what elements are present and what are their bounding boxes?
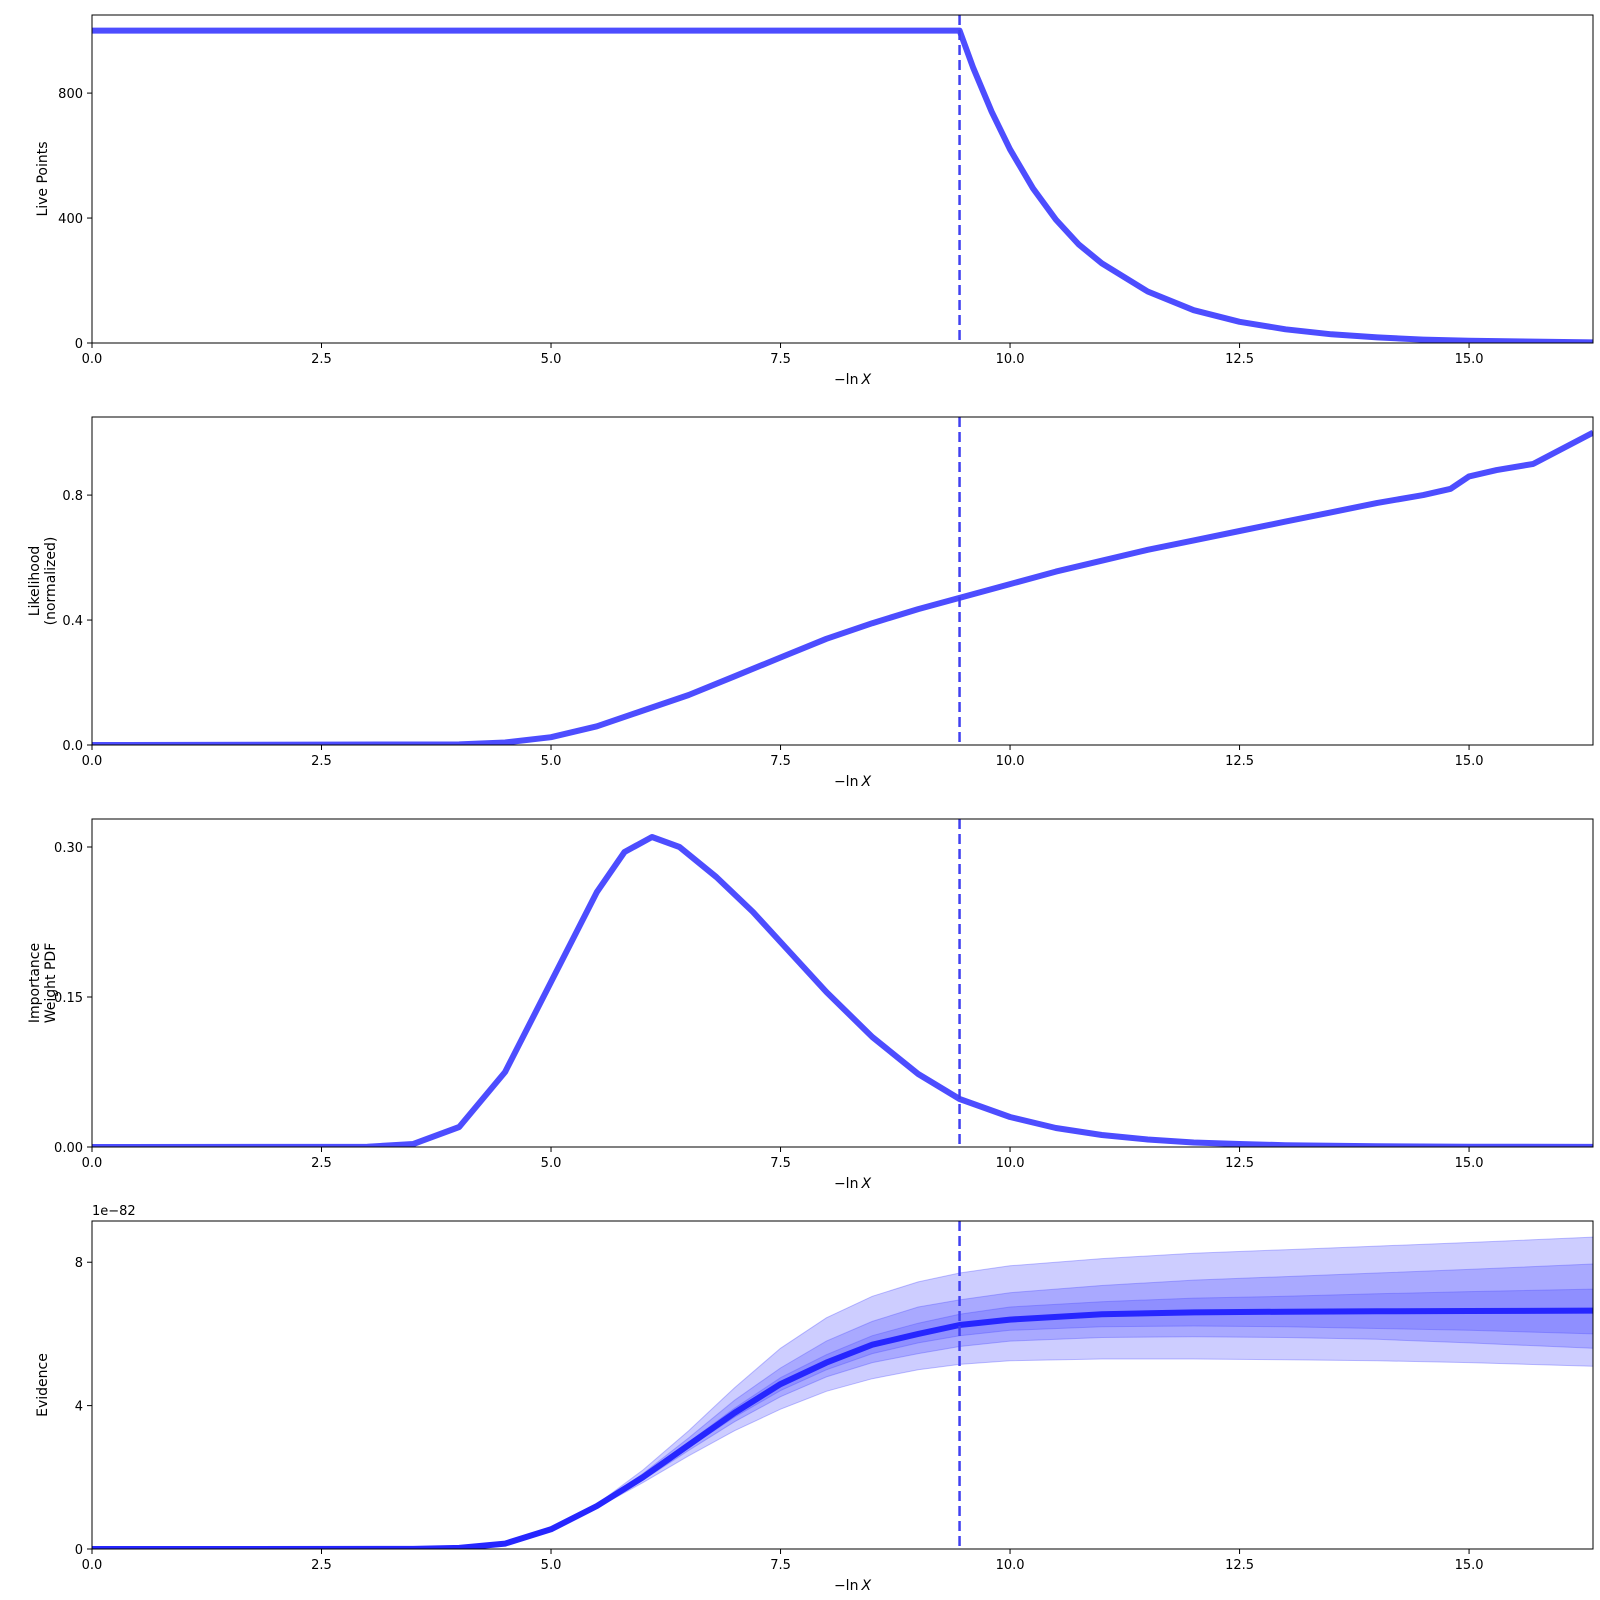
x-axis-label-prefix: −ln — [834, 1176, 859, 1192]
x-axis-label: −ln X — [834, 1578, 872, 1594]
y-axis-offset-text: 1e−82 — [92, 1204, 136, 1219]
x-tick-label: 12.5 — [1225, 754, 1254, 769]
subplot-1: 0.0 2.5 5.0 7.5 10.0 12.5 15.0 0 400 800 −ln X Live … — [35, 14, 1594, 388]
x-tick-label: 10.0 — [996, 1156, 1025, 1171]
plot-area — [92, 417, 1593, 745]
y-tick-label: 0 — [75, 337, 83, 352]
x-tick-label: 15.0 — [1455, 352, 1484, 367]
x-tick-label: 0.0 — [82, 754, 103, 769]
y-tick-label: 0 — [75, 1543, 83, 1558]
subplot-4: 0.0 2.5 5.0 7.5 10.0 12.5 15.0 0 4 8 −ln X Evidence 1… — [35, 1204, 1594, 1594]
plot-area — [92, 15, 1593, 343]
y-tick-label: 800 — [58, 87, 83, 102]
x-tick-label: 10.0 — [996, 1558, 1025, 1573]
series-line-1 — [92, 834, 1593, 1147]
plot-area — [92, 819, 1593, 1147]
x-tick-label: 2.5 — [311, 754, 332, 769]
y-tick-label: 0.4 — [62, 614, 83, 629]
y-tick-label: 400 — [58, 212, 83, 227]
x-tick-label: 15.0 — [1455, 1558, 1484, 1573]
y-axis-label: Live Points — [35, 141, 51, 216]
x-tick-label: 0.0 — [82, 1558, 103, 1573]
x-tick-label: 15.0 — [1455, 754, 1484, 769]
y-tick-label: 0.15 — [54, 991, 83, 1006]
y-tick-label: 0.00 — [54, 1141, 83, 1156]
series-line-1 — [92, 429, 1593, 745]
y-tick-label: 0.30 — [54, 841, 83, 856]
x-tick-label: 7.5 — [770, 352, 791, 367]
x-axis-label: −ln X — [834, 774, 872, 790]
axes-frame — [91, 416, 1594, 746]
y-axis-label: Weight PDF — [43, 943, 59, 1024]
x-tick-label: 15.0 — [1455, 1156, 1484, 1171]
x-tick-label: 0.0 — [82, 352, 103, 367]
axes-frame — [91, 1220, 1594, 1550]
x-tick-label: 5.0 — [541, 754, 562, 769]
evidence-band-2 — [92, 1263, 1593, 1549]
plot-area — [92, 1221, 1593, 1549]
x-tick-label: 10.0 — [996, 754, 1025, 769]
x-tick-label: 0.0 — [82, 1156, 103, 1171]
x-axis-label-prefix: −ln — [834, 1578, 859, 1594]
axes-frame — [91, 14, 1594, 344]
y-tick-label: 0.0 — [62, 739, 83, 754]
y-tick-label: 4 — [75, 1400, 83, 1415]
y-tick-label: 0.8 — [62, 489, 83, 504]
x-tick-label: 12.5 — [1225, 1558, 1254, 1573]
x-tick-label: 10.0 — [996, 352, 1025, 367]
x-tick-label: 2.5 — [311, 1156, 332, 1171]
y-axis-label: Importance — [27, 943, 43, 1023]
x-tick-label: 2.5 — [311, 1558, 332, 1573]
x-tick-label: 5.0 — [541, 1558, 562, 1573]
x-tick-label: 7.5 — [770, 754, 791, 769]
x-axis-label-variable: X — [860, 372, 871, 388]
x-axis-label-prefix: −ln — [834, 774, 859, 790]
x-axis-label-variable: X — [860, 1578, 871, 1594]
x-tick-label: 5.0 — [541, 352, 562, 367]
x-axis-label-variable: X — [860, 774, 871, 790]
x-axis-label: −ln X — [834, 1176, 872, 1192]
y-tick-label: 8 — [75, 1256, 83, 1271]
x-axis-label: −ln X — [834, 372, 872, 388]
series-line-1 — [92, 1307, 1593, 1549]
series-line-1 — [92, 27, 1593, 343]
x-tick-label: 7.5 — [770, 1558, 791, 1573]
y-axis-label: Evidence — [35, 1353, 51, 1417]
x-axis-label-variable: X — [860, 1176, 871, 1192]
axes-frame — [91, 818, 1594, 1148]
x-tick-label: 12.5 — [1225, 1156, 1254, 1171]
x-tick-label: 7.5 — [770, 1156, 791, 1171]
x-tick-label: 12.5 — [1225, 352, 1254, 367]
y-axis-label: (normalized) — [43, 537, 59, 626]
y-axis-label: Likelihood — [27, 546, 43, 617]
x-tick-label: 5.0 — [541, 1156, 562, 1171]
subplot-3: 0.0 2.5 5.0 7.5 10.0 12.5 15.0 0.00 0.15 0.30 −ln X… — [27, 818, 1594, 1192]
x-axis-label-prefix: −ln — [834, 372, 859, 388]
x-tick-label: 2.5 — [311, 352, 332, 367]
subplot-2: 0.0 2.5 5.0 7.5 10.0 12.5 15.0 0.0 0.4 0.8 −ln X Lik… — [27, 416, 1594, 790]
